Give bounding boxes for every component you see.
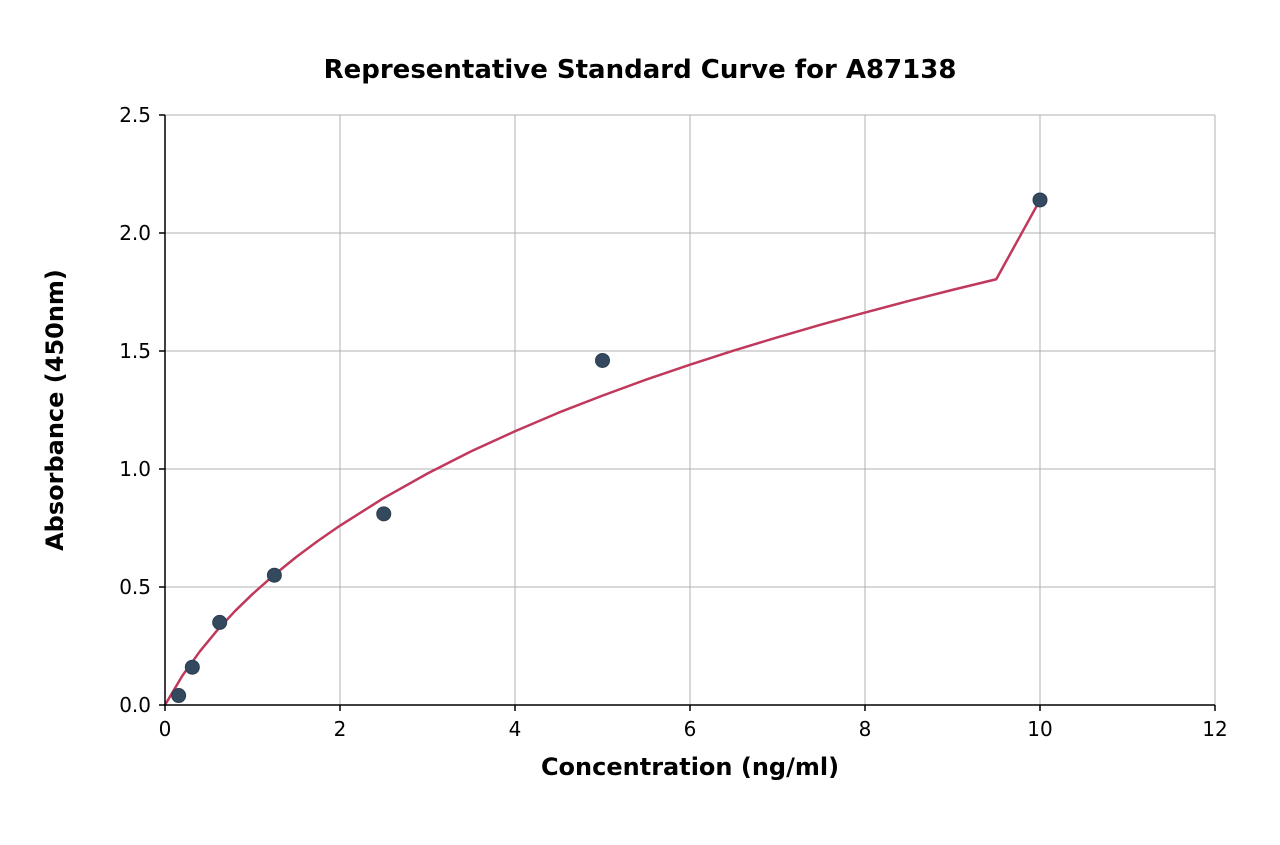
y-tick-label: 0.5 (119, 575, 151, 599)
y-axis-label: Absorbance (450nm) (41, 269, 69, 551)
x-tick-label: 12 (1202, 717, 1227, 741)
y-tick-label: 2.5 (119, 103, 151, 127)
y-tick-label: 0.0 (119, 693, 151, 717)
plot-area (165, 115, 1215, 705)
x-axis-label: Concentration (ng/ml) (541, 753, 839, 781)
data-point (377, 507, 391, 521)
y-tick-label: 1.5 (119, 339, 151, 363)
data-point (1033, 193, 1047, 207)
figure: Representative Standard Curve for A87138… (0, 0, 1280, 845)
data-point (172, 689, 186, 703)
fit-curve (165, 200, 1040, 705)
x-tick-label: 8 (859, 717, 872, 741)
data-point (213, 615, 227, 629)
x-tick-label: 0 (159, 717, 172, 741)
x-tick-label: 4 (509, 717, 522, 741)
data-point (596, 353, 610, 367)
y-tick-label: 2.0 (119, 221, 151, 245)
x-tick-label: 10 (1027, 717, 1052, 741)
x-tick-label: 6 (684, 717, 697, 741)
chart-title: Representative Standard Curve for A87138 (0, 55, 1280, 85)
y-tick-label: 1.0 (119, 457, 151, 481)
plot-svg (165, 115, 1215, 705)
data-point (267, 568, 281, 582)
x-tick-label: 2 (334, 717, 347, 741)
data-point (185, 660, 199, 674)
